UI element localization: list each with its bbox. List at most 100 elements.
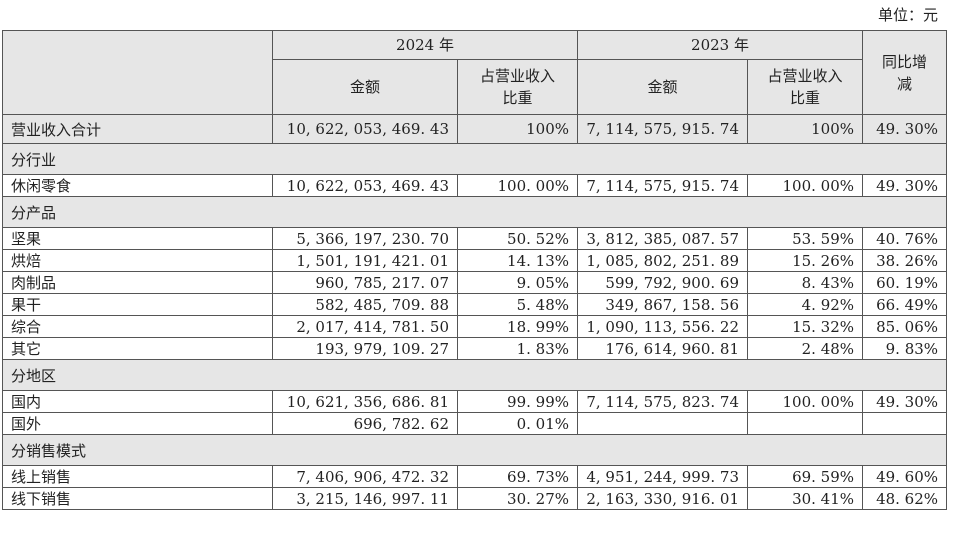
ratio-2023: 4. 92%: [747, 293, 864, 316]
yoy-change: 60. 19%: [862, 271, 948, 294]
row-label: 线下销售: [2, 487, 273, 510]
ratio-2023: 2. 48%: [747, 337, 864, 360]
ratio-2023: 100%: [747, 114, 864, 144]
amount-2024: 3, 215, 146, 997. 11: [272, 487, 458, 510]
row-label: 休闲零食: [2, 174, 273, 197]
yoy-change: 85. 06%: [862, 315, 948, 338]
amount-2023: 1, 090, 113, 556. 22: [577, 315, 749, 338]
total-row: 营业收入合计 10, 622, 053, 469. 43 100% 7, 114…: [2, 114, 948, 144]
yoy-change: [862, 412, 948, 435]
yoy-change: 40. 76%: [862, 227, 948, 250]
row-label: 肉制品: [2, 271, 273, 294]
yoy-change: 49. 30%: [862, 174, 948, 197]
yoy-change: 49. 30%: [862, 114, 948, 144]
amount-2024: 193, 979, 109. 27: [272, 337, 458, 360]
table-row: 国外 696, 782. 62 0. 01%: [2, 412, 948, 435]
amount-2024: 2, 017, 414, 781. 50: [272, 315, 458, 338]
ratio-2023: 15. 32%: [747, 315, 864, 338]
header-ratio-2023: 占营业收入 比重: [747, 59, 864, 115]
amount-2023: 2, 163, 330, 916. 01: [577, 487, 749, 510]
header-yoy-line1: 同比增: [882, 52, 928, 71]
amount-2024: 7, 406, 906, 472. 32: [272, 465, 458, 488]
section-title: 分销售模式: [1, 434, 948, 466]
ratio-2023: 8. 43%: [747, 271, 864, 294]
ratio-2024: 30. 27%: [456, 487, 579, 510]
table-row: 线下销售 3, 215, 146, 997. 11 30. 27% 2, 163, 3…: [2, 487, 948, 510]
ratio-2023: 100. 00%: [747, 390, 864, 413]
table-row: 其它 193, 979, 109. 27 1. 83% 176, 614, 960. …: [2, 337, 948, 360]
row-label: 其它: [2, 337, 273, 360]
yoy-change: 49. 30%: [862, 390, 948, 413]
table-row: 烘焙 1, 501, 191, 421. 01 14. 13% 1, 085, 802…: [2, 249, 948, 272]
section-header-row: 分地区: [1, 359, 948, 391]
ratio-2024: 9. 05%: [456, 271, 579, 294]
ratio-2024: 100. 00%: [456, 174, 579, 197]
section-title: 分地区: [1, 359, 948, 391]
yoy-change: 9. 83%: [862, 337, 948, 360]
section-header-row: 分销售模式: [1, 434, 948, 466]
yoy-change: 66. 49%: [862, 293, 948, 316]
header-ratio-line2: 比重: [790, 89, 821, 107]
amount-2023: 176, 614, 960. 81: [577, 337, 749, 360]
yoy-change: 38. 26%: [862, 249, 948, 272]
amount-2023: 349, 867, 158. 56: [577, 293, 749, 316]
section-header-row: 分行业: [1, 143, 948, 175]
ratio-2024: 50. 52%: [456, 227, 579, 250]
table-row: 休闲零食 10, 622, 053, 469. 43 100. 00% 7, 114,…: [2, 174, 948, 197]
amount-2024: 960, 785, 217. 07: [272, 271, 458, 294]
amount-2023: 1, 085, 802, 251. 89: [577, 249, 749, 272]
amount-2023: 599, 792, 900. 69: [577, 271, 749, 294]
ratio-2024: 0. 01%: [456, 412, 579, 435]
amount-2023: 7, 114, 575, 915. 74: [577, 174, 749, 197]
amount-2024: 10, 622, 053, 469. 43: [272, 114, 458, 144]
header-ratio-line2: 比重: [502, 89, 533, 107]
row-label: 国外: [2, 412, 273, 435]
header-amount-2023: 金额: [577, 59, 749, 115]
row-label: 烘焙: [2, 249, 273, 272]
section-header-row: 分产品: [1, 196, 948, 228]
amount-2024: 582, 485, 709. 88: [272, 293, 458, 316]
header-amount-2024: 金额: [272, 59, 458, 115]
header-ratio-line1: 占营业收入: [767, 67, 843, 85]
amount-2024: 696, 782. 62: [272, 412, 458, 435]
row-label: 营业收入合计: [2, 114, 273, 144]
amount-2023: 3, 812, 385, 087. 57: [577, 227, 749, 250]
table-row: 综合 2, 017, 414, 781. 50 18. 99% 1, 090, 113…: [2, 315, 948, 338]
yoy-change: 49. 60%: [862, 465, 948, 488]
unit-label: 单位：元: [877, 6, 938, 24]
amount-2023: 7, 114, 575, 915. 74: [577, 114, 749, 144]
amount-2023: 7, 114, 575, 823. 74: [577, 390, 749, 413]
ratio-2024: 69. 73%: [456, 465, 579, 488]
amount-2023: 4, 951, 244, 999. 73: [577, 465, 749, 488]
ratio-2023: 30. 41%: [747, 487, 864, 510]
row-label: 坚果: [2, 227, 273, 250]
ratio-2023: 100. 00%: [747, 174, 864, 197]
header-yoy: 同比增 减: [862, 30, 948, 115]
revenue-table: 2024 年 2023 年 同比增 减 金额 占营业收入 比重 金额 占营业收入…: [1, 30, 948, 510]
header-year-2024: 2024 年: [271, 30, 579, 60]
table-row: 坚果 5, 366, 197, 230. 70 50. 52% 3, 812, 385…: [2, 227, 948, 250]
amount-2024: 10, 622, 053, 469. 43: [272, 174, 458, 197]
table-body: 营业收入合计 10, 622, 053, 469. 43 100% 7, 114…: [1, 114, 948, 510]
section-title: 分行业: [1, 143, 948, 175]
header-year-2023: 2023 年: [577, 30, 864, 60]
row-label: 国内: [2, 390, 273, 413]
header-yoy-line2: 减: [897, 74, 913, 93]
table-row: 果干 582, 485, 709. 88 5. 48% 349, 867, 158. …: [2, 293, 948, 316]
ratio-2023: 53. 59%: [747, 227, 864, 250]
header-blank-cell: [2, 30, 273, 115]
ratio-2023: 69. 59%: [747, 465, 864, 488]
row-label: 果干: [2, 293, 273, 316]
amount-2024: 10, 621, 356, 686. 81: [272, 390, 458, 413]
ratio-2024: 5. 48%: [456, 293, 579, 316]
table-row: 国内 10, 621, 356, 686. 81 99. 99% 7, 114, 57…: [2, 390, 948, 413]
row-label: 线上销售: [2, 465, 273, 488]
header-ratio-line1: 占营业收入: [480, 67, 556, 85]
ratio-2023: 15. 26%: [747, 249, 864, 272]
ratio-2024: 100%: [456, 114, 579, 144]
ratio-2024: 1. 83%: [456, 337, 579, 360]
yoy-change: 48. 62%: [862, 487, 948, 510]
amount-2024: 1, 501, 191, 421. 01: [272, 249, 458, 272]
header-ratio-2024: 占营业收入 比重: [456, 59, 579, 115]
ratio-2024: 14. 13%: [456, 249, 579, 272]
